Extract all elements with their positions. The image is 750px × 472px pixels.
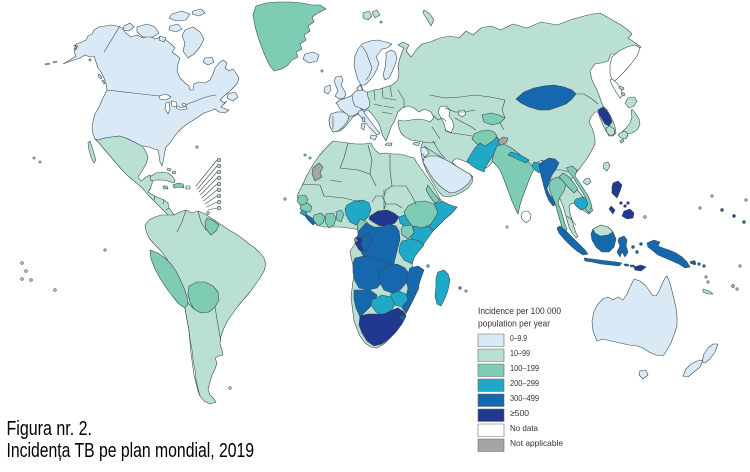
svg-text:≥500: ≥500 <box>510 408 529 418</box>
svg-text:300–499: 300–499 <box>510 393 539 403</box>
svg-text:Figura nr. 2.: Figura nr. 2. <box>7 418 93 440</box>
svg-text:Incidence per 100 000: Incidence per 100 000 <box>478 306 561 317</box>
svg-text:No data: No data <box>510 423 538 433</box>
svg-text:10–99: 10–99 <box>510 348 530 358</box>
svg-text:200–299: 200–299 <box>510 378 539 388</box>
svg-text:0–9.9: 0–9.9 <box>510 333 527 343</box>
svg-text:Not applicable: Not applicable <box>510 438 563 448</box>
svg-text:Incidența TB pe plan mondial,: Incidența TB pe plan mondial, 2019 <box>7 440 254 462</box>
svg-text:population per year: population per year <box>478 319 550 330</box>
svg-text:100–199: 100–199 <box>510 363 539 373</box>
